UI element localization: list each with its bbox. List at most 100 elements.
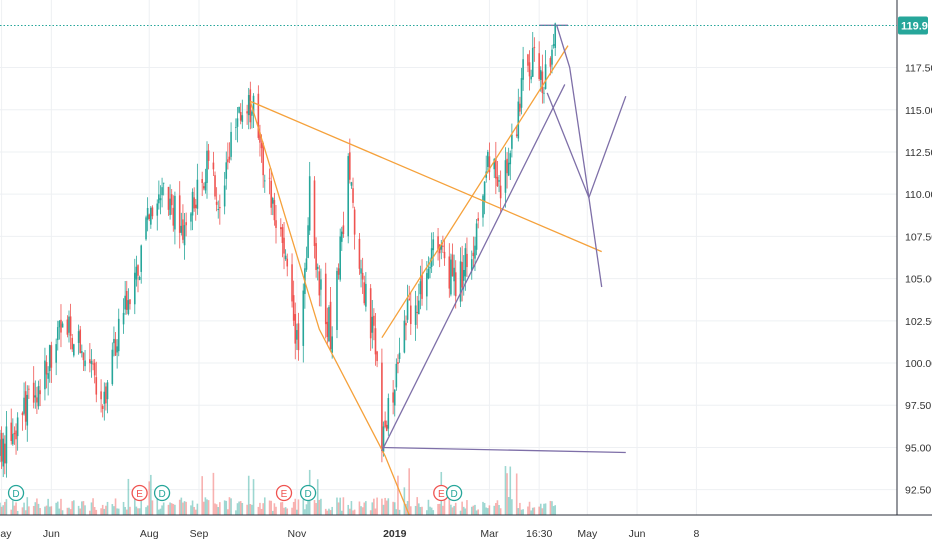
volume-bar bbox=[32, 505, 35, 515]
volume-bar bbox=[161, 505, 163, 515]
candle-body bbox=[286, 258, 289, 267]
candle-body bbox=[369, 288, 372, 339]
trendline-7[interactable] bbox=[546, 92, 627, 200]
x-axis[interactable]: May Jun Aug Sep Nov 2019 Mar 16:30 May Jun 8 bbox=[0, 528, 699, 540]
candle-body bbox=[252, 95, 255, 114]
earnings-marker-label: E bbox=[438, 489, 445, 500]
volume-bar bbox=[316, 479, 319, 515]
candle-body bbox=[69, 316, 72, 336]
candle-body bbox=[541, 71, 544, 94]
volume-bar bbox=[361, 507, 364, 515]
candle-body bbox=[48, 345, 51, 372]
volume-bar bbox=[10, 509, 13, 515]
volume-bar bbox=[349, 508, 351, 515]
volume-bar bbox=[552, 506, 555, 515]
trendline-drawings[interactable] bbox=[249, 24, 627, 516]
volume-bar bbox=[393, 502, 396, 515]
candle-body bbox=[5, 426, 8, 464]
candle-body bbox=[328, 307, 330, 342]
volume-bar bbox=[170, 503, 173, 515]
volume-histogram bbox=[0, 466, 557, 515]
volume-bar bbox=[151, 500, 154, 515]
volume-bar bbox=[133, 498, 136, 515]
candle-body bbox=[223, 185, 226, 207]
dividend-marker[interactable]: D bbox=[153, 484, 171, 502]
volume-bar bbox=[167, 504, 170, 515]
candle-body bbox=[28, 388, 30, 390]
volume-bar bbox=[384, 497, 386, 515]
candle-body bbox=[125, 290, 128, 310]
trendline-1[interactable] bbox=[249, 101, 410, 516]
dividend-marker[interactable]: D bbox=[445, 484, 463, 502]
volume-bar bbox=[464, 508, 467, 515]
candle-body bbox=[531, 47, 534, 77]
volume-bar bbox=[511, 499, 513, 515]
candle-body bbox=[124, 295, 126, 310]
earnings-marker[interactable]: E bbox=[131, 484, 148, 502]
candle-body bbox=[50, 345, 53, 368]
volume-bar bbox=[387, 498, 390, 515]
candle-body bbox=[398, 352, 401, 359]
volume-bar bbox=[146, 505, 149, 515]
volume-bar bbox=[477, 509, 479, 515]
volume-bar bbox=[342, 497, 345, 515]
volume-bar bbox=[196, 503, 199, 515]
candle-body bbox=[339, 236, 341, 280]
candle-body bbox=[539, 70, 542, 80]
candle-body bbox=[145, 217, 147, 240]
candle-body bbox=[113, 338, 115, 344]
dividend-marker[interactable]: D bbox=[299, 484, 317, 502]
candle-body bbox=[408, 298, 410, 301]
volume-bar bbox=[408, 468, 410, 515]
volume-bar bbox=[89, 510, 91, 515]
volume-bar bbox=[528, 501, 531, 515]
candle-body bbox=[451, 254, 454, 277]
volume-bar bbox=[55, 502, 57, 515]
volume-bar bbox=[191, 500, 194, 515]
volume-bar bbox=[485, 507, 488, 515]
candle-body bbox=[103, 391, 106, 404]
volume-bar bbox=[178, 499, 181, 515]
candle-body bbox=[522, 59, 524, 80]
y-axis[interactable]: 92.50 95.00 97.50 100.00 102.50 105.00 107.50 1… bbox=[905, 63, 932, 497]
candle-body bbox=[262, 142, 264, 176]
volume-bar bbox=[350, 501, 353, 515]
trendline-0[interactable] bbox=[250, 100, 602, 253]
candle-body bbox=[137, 265, 139, 276]
candle-body bbox=[511, 134, 513, 149]
trendline-3[interactable] bbox=[381, 84, 566, 452]
volume-bar bbox=[336, 497, 338, 515]
candle-body bbox=[158, 194, 160, 204]
volume-bar bbox=[48, 506, 51, 515]
candle-body bbox=[493, 158, 496, 170]
volume-bar bbox=[371, 502, 374, 515]
dividend-marker[interactable]: D bbox=[7, 484, 25, 502]
volume-bar bbox=[238, 501, 240, 515]
trendline-6[interactable] bbox=[556, 25, 603, 288]
candle-body bbox=[280, 227, 282, 230]
candle-body bbox=[60, 319, 62, 333]
trendline-2[interactable] bbox=[381, 45, 569, 339]
volume-bar bbox=[162, 502, 165, 515]
volume-bar bbox=[116, 508, 118, 515]
y-tick-label: 97.50 bbox=[905, 400, 931, 412]
candle-body bbox=[361, 272, 364, 280]
candle-body bbox=[146, 207, 149, 220]
candle-body bbox=[236, 118, 239, 127]
volume-bar bbox=[315, 503, 317, 515]
volume-bar bbox=[515, 473, 518, 515]
candle-body bbox=[376, 351, 378, 362]
candle-body bbox=[129, 299, 131, 305]
earnings-marker[interactable]: E bbox=[275, 484, 293, 502]
volume-bar bbox=[251, 504, 253, 515]
trendline-4[interactable] bbox=[381, 446, 626, 454]
candle-body bbox=[260, 143, 263, 149]
volume-bar bbox=[539, 503, 542, 515]
volume-bar bbox=[482, 501, 484, 515]
candle-body bbox=[202, 186, 205, 189]
volume-bar bbox=[257, 506, 260, 515]
volume-bar bbox=[284, 507, 287, 515]
